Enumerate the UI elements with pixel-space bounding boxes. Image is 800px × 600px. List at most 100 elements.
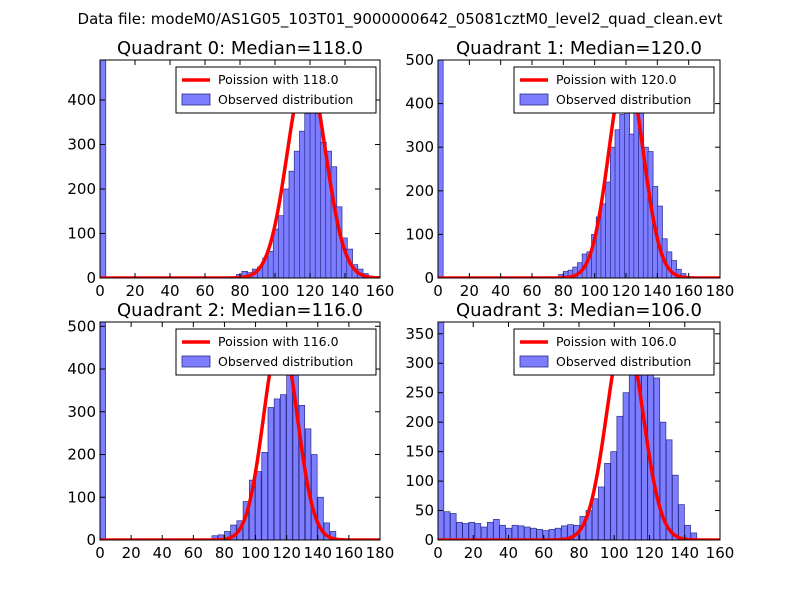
y-tick-label: 300 bbox=[405, 138, 434, 156]
y-tick-label: 0 bbox=[86, 269, 96, 287]
x-tick-label: 100 bbox=[600, 544, 629, 562]
y-tick-label: 500 bbox=[405, 51, 434, 69]
legend-bar-label: Observed distribution bbox=[556, 354, 691, 369]
legend-bar-swatch bbox=[519, 93, 549, 106]
histogram-bar bbox=[567, 524, 574, 540]
histogram-bar bbox=[438, 60, 444, 278]
x-tick-label: 140 bbox=[643, 282, 672, 300]
y-tick-label: 500 bbox=[67, 317, 96, 335]
legend-bar-label: Observed distribution bbox=[556, 92, 691, 107]
histogram-bar bbox=[517, 525, 525, 540]
histogram-bar bbox=[261, 452, 268, 540]
x-tick-label: 20 bbox=[125, 282, 144, 300]
histogram-bar bbox=[610, 451, 617, 540]
x-tick-label: 20 bbox=[460, 282, 479, 300]
legend-fit-label: Poission with 118.0 bbox=[218, 72, 339, 87]
y-tick-label: 300 bbox=[67, 403, 96, 421]
y-tick-label: 350 bbox=[405, 325, 434, 343]
chart-title: Quadrant 0: Median=118.0 bbox=[117, 38, 363, 59]
x-tick-label: 60 bbox=[195, 282, 214, 300]
histogram-bar bbox=[524, 526, 531, 540]
x-tick-label: 160 bbox=[366, 282, 395, 300]
y-tick-label: 400 bbox=[405, 95, 434, 113]
x-tick-label: 80 bbox=[554, 282, 573, 300]
histogram-bar bbox=[468, 521, 476, 540]
poisson-fit-line bbox=[438, 66, 720, 278]
chart-panel-1: Quadrant 1: Median=120.00 20 40 60 80 100 120 1… bbox=[405, 38, 734, 300]
chart-panel-2: Quadrant 2: Median=116.00 20 40 60 80 100 120 1… bbox=[67, 300, 394, 562]
x-tick-label: 20 bbox=[122, 544, 141, 562]
x-tick-label: 140 bbox=[331, 282, 360, 300]
histogram-bar bbox=[499, 524, 506, 540]
histogram-bar bbox=[462, 523, 469, 540]
y-tick-label: 50 bbox=[415, 502, 434, 520]
histogram-bar bbox=[100, 60, 107, 278]
histogram-bar bbox=[511, 524, 519, 540]
x-tick-label: 80 bbox=[230, 282, 249, 300]
histogram-bar bbox=[100, 322, 106, 540]
axes-frame bbox=[99, 321, 381, 541]
x-tick-label: 80 bbox=[569, 544, 588, 562]
y-tick-label: 0 bbox=[424, 531, 434, 549]
x-tick-label: 60 bbox=[534, 544, 553, 562]
chart-panel-3: Quadrant 3: Median=106.0 0 20 40 60 80 100 120 1… bbox=[405, 300, 734, 562]
histogram-bar bbox=[653, 377, 661, 540]
histogram-bar bbox=[616, 415, 624, 540]
x-tick-label: 120 bbox=[612, 282, 641, 300]
histogram-bar bbox=[267, 407, 274, 540]
histogram-bar bbox=[480, 526, 488, 540]
histogram-bar bbox=[678, 504, 685, 540]
y-tick-label: 100 bbox=[67, 225, 96, 243]
histogram-bar bbox=[487, 521, 494, 540]
histogram-bar bbox=[311, 454, 318, 540]
histogram-bar bbox=[449, 513, 457, 540]
y-tick-label: 100 bbox=[405, 472, 434, 490]
histogram-bar bbox=[273, 398, 281, 540]
histogram-bar bbox=[255, 471, 262, 540]
y-tick-label: 0 bbox=[86, 531, 96, 549]
x-tick-label: 40 bbox=[499, 544, 518, 562]
x-tick-label: 100 bbox=[241, 544, 270, 562]
histogram-bar bbox=[622, 392, 630, 540]
figure-suptitle: Data file: modeM0/AS1G05_103T01_90000006… bbox=[78, 10, 723, 29]
chart-title: Quadrant 3: Median=106.0 bbox=[456, 300, 702, 321]
x-tick-label: 180 bbox=[366, 544, 395, 562]
legend-bar-swatch bbox=[181, 355, 211, 368]
x-tick-label: 140 bbox=[670, 544, 699, 562]
legend-fit-label: Poission with 120.0 bbox=[556, 72, 677, 87]
chart-title: Quadrant 1: Median=120.0 bbox=[456, 38, 702, 59]
y-tick-label: 200 bbox=[67, 446, 96, 464]
legend-bar-label: Observed distribution bbox=[218, 354, 353, 369]
y-tick-label: 400 bbox=[67, 360, 96, 378]
y-tick-label: 200 bbox=[67, 180, 96, 198]
x-tick-label: 80 bbox=[215, 544, 234, 562]
histogram-bar bbox=[443, 511, 451, 540]
histogram-bar bbox=[474, 523, 482, 540]
x-tick-label: 160 bbox=[335, 544, 364, 562]
histogram-bar bbox=[604, 463, 611, 540]
x-tick-label: 120 bbox=[635, 544, 664, 562]
poisson-fit-line bbox=[100, 333, 380, 540]
histogram-bar bbox=[286, 370, 293, 540]
x-tick-label: 60 bbox=[522, 282, 541, 300]
x-tick-label: 160 bbox=[674, 282, 703, 300]
x-tick-label: 0 bbox=[95, 282, 105, 300]
histogram-bar bbox=[493, 519, 500, 540]
chart-panel-0: Quadrant 0: Median=118.0 0 20 40 60 80 100 120 1… bbox=[67, 38, 394, 300]
x-tick-label: 40 bbox=[491, 282, 510, 300]
x-tick-label: 40 bbox=[160, 282, 179, 300]
x-tick-label: 100 bbox=[261, 282, 290, 300]
histogram-bar bbox=[598, 486, 605, 540]
legend-fit-label: Poission with 106.0 bbox=[556, 334, 677, 349]
axes-frame bbox=[437, 59, 721, 279]
histogram-bar bbox=[280, 394, 287, 540]
x-tick-label: 0 bbox=[433, 544, 443, 562]
x-tick-label: 0 bbox=[95, 544, 105, 562]
y-tick-label: 400 bbox=[67, 91, 96, 109]
legend-bar-label: Observed distribution bbox=[218, 92, 353, 107]
histogram-bar bbox=[659, 421, 667, 540]
histogram-bar bbox=[438, 322, 445, 540]
x-tick-label: 40 bbox=[153, 544, 172, 562]
chart-title: Quadrant 2: Median=116.0 bbox=[117, 300, 363, 321]
